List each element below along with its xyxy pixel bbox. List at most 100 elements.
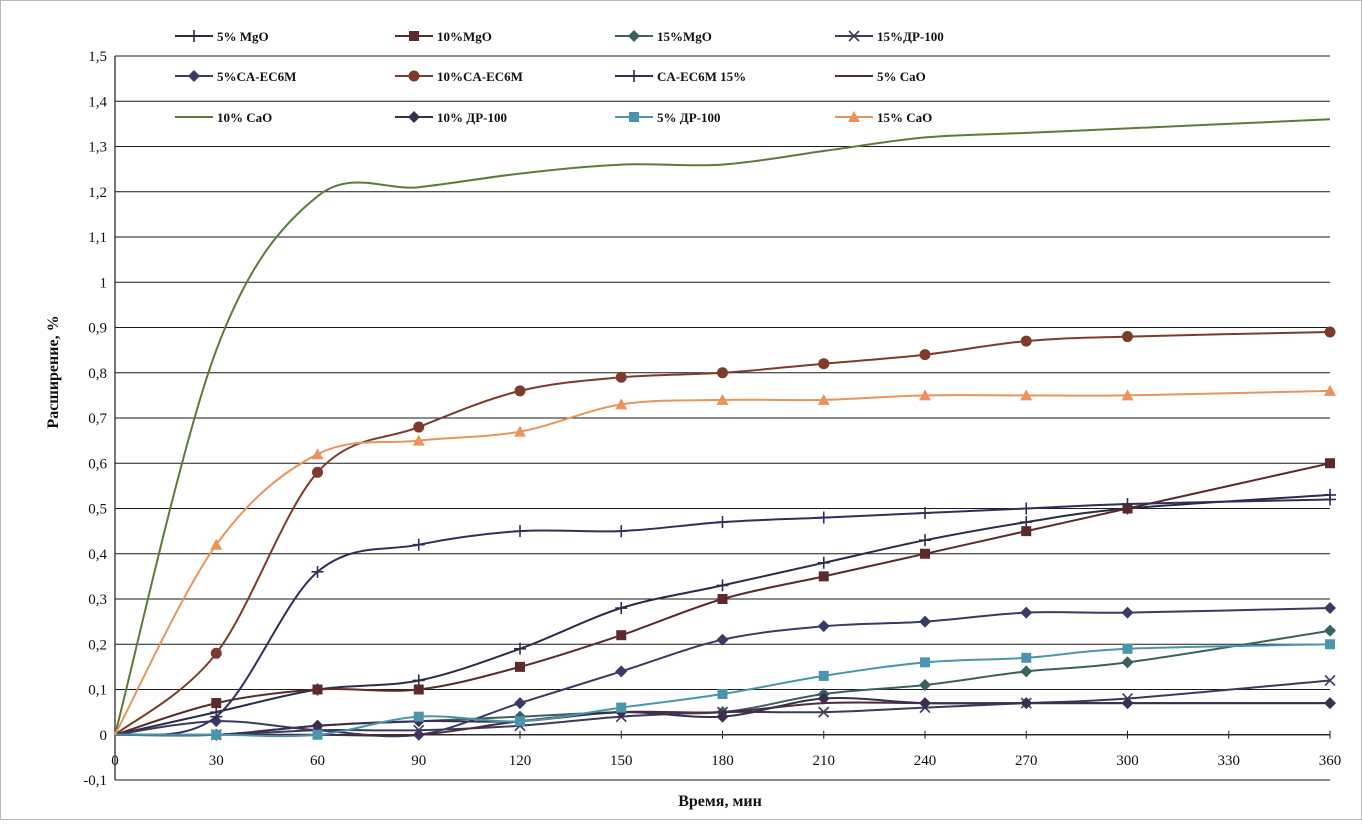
tick-labels: -0,100,10,20,30,40,50,60,70,80,911,11,21…	[83, 49, 1341, 789]
data-point	[1324, 384, 1336, 396]
data-point	[616, 702, 627, 713]
data-point	[210, 538, 223, 550]
data-point	[211, 698, 222, 709]
legend-item: 5% ДР-100	[615, 110, 720, 125]
data-point	[615, 371, 627, 383]
data-point	[1324, 326, 1336, 338]
data-point	[1121, 389, 1134, 401]
y-tick-label: 0,1	[88, 683, 107, 699]
data-point	[818, 358, 830, 370]
data-point	[717, 689, 728, 700]
y-tick-label: -0,1	[83, 773, 107, 789]
data-point	[515, 661, 525, 672]
legend-swatch-marker	[188, 30, 200, 42]
data-point	[514, 425, 526, 437]
data-point	[817, 556, 830, 569]
data-point	[920, 657, 930, 668]
data-point	[1020, 502, 1033, 515]
data-point	[1121, 697, 1134, 710]
data-point	[210, 710, 223, 723]
data-point	[312, 466, 323, 478]
data-point	[615, 398, 628, 410]
y-tick-label: 0,4	[88, 547, 107, 563]
data-point	[1020, 606, 1033, 619]
legend-label: 10%CA-EC6M	[437, 69, 523, 84]
data-point	[716, 633, 729, 646]
legend-label: 10% CaO	[217, 110, 272, 125]
series-8	[114, 118, 1331, 736]
x-tick-label: 360	[1319, 753, 1342, 769]
data-point	[514, 525, 526, 538]
data-point	[312, 729, 323, 740]
data-point	[716, 710, 729, 723]
y-tick-label: 1,1	[88, 230, 107, 246]
y-tick-label: 0,2	[88, 637, 107, 653]
legend-label: 5% CaO	[877, 69, 926, 84]
x-tick-label: 240	[914, 753, 937, 769]
data-point	[210, 647, 222, 659]
x-tick-label: 30	[209, 753, 224, 769]
legend-item: 10%MgO	[395, 29, 492, 44]
data-point	[311, 448, 324, 460]
legend-swatch-marker	[408, 70, 420, 82]
data-point	[515, 716, 525, 727]
data-point	[211, 729, 222, 740]
x-tick-label: 90	[411, 753, 426, 769]
legend-label: 15%ДР-100	[877, 29, 944, 44]
y-tick-label: 1,2	[88, 185, 107, 201]
x-tick-label: 60	[310, 753, 325, 769]
data-point	[919, 615, 931, 628]
legend-item: 10%CA-EC6M	[395, 69, 523, 84]
series-10	[115, 639, 1335, 740]
data-point	[1324, 602, 1336, 615]
data-point	[412, 674, 425, 687]
data-point	[412, 434, 425, 446]
data-point	[1325, 458, 1335, 469]
series-6	[114, 493, 1336, 736]
data-point	[1121, 606, 1134, 619]
y-tick-label: 1,4	[88, 94, 107, 110]
data-point	[919, 678, 931, 691]
series-line	[114, 331, 1331, 736]
data-point	[413, 711, 424, 722]
series-line	[114, 389, 1331, 736]
x-tick-label: 210	[813, 753, 836, 769]
legend-swatch-marker	[628, 70, 640, 82]
y-tick-label: 0,7	[88, 411, 107, 427]
legend-item: 15%MgO	[615, 29, 712, 44]
y-tick-label: 0,5	[88, 502, 107, 518]
series-line	[114, 118, 1331, 736]
data-point	[616, 630, 627, 641]
legend-swatch-marker	[409, 31, 419, 41]
data-point	[919, 534, 931, 547]
data-point	[615, 665, 628, 678]
data-point	[514, 697, 526, 710]
series-5	[114, 326, 1336, 736]
legend-swatch-marker	[848, 111, 860, 122]
data-point	[311, 565, 324, 578]
data-point	[717, 367, 728, 379]
data-point	[1122, 643, 1133, 654]
data-point	[514, 642, 526, 655]
data-point	[817, 511, 830, 524]
data-point	[413, 421, 425, 433]
legend-label: 5% ДР-100	[657, 110, 720, 125]
data-point	[919, 507, 931, 520]
data-point	[1122, 331, 1133, 343]
legend-swatch-marker	[408, 111, 420, 123]
data-point	[1020, 665, 1033, 678]
data-point	[1324, 697, 1336, 710]
y-axis-label: Расширение, %	[45, 315, 62, 428]
data-point	[817, 692, 830, 705]
legend-item: 10% CaO	[175, 110, 272, 125]
y-tick-label: 1,3	[88, 140, 107, 156]
series-line	[114, 498, 1331, 736]
legend-item: 15%ДР-100	[835, 29, 944, 44]
data-point	[919, 349, 931, 361]
legend-label: 15% CaO	[877, 110, 932, 125]
data-point	[1121, 497, 1134, 510]
y-tick-label: 0,6	[88, 456, 107, 472]
legend-label: 10% ДР-100	[437, 110, 507, 125]
